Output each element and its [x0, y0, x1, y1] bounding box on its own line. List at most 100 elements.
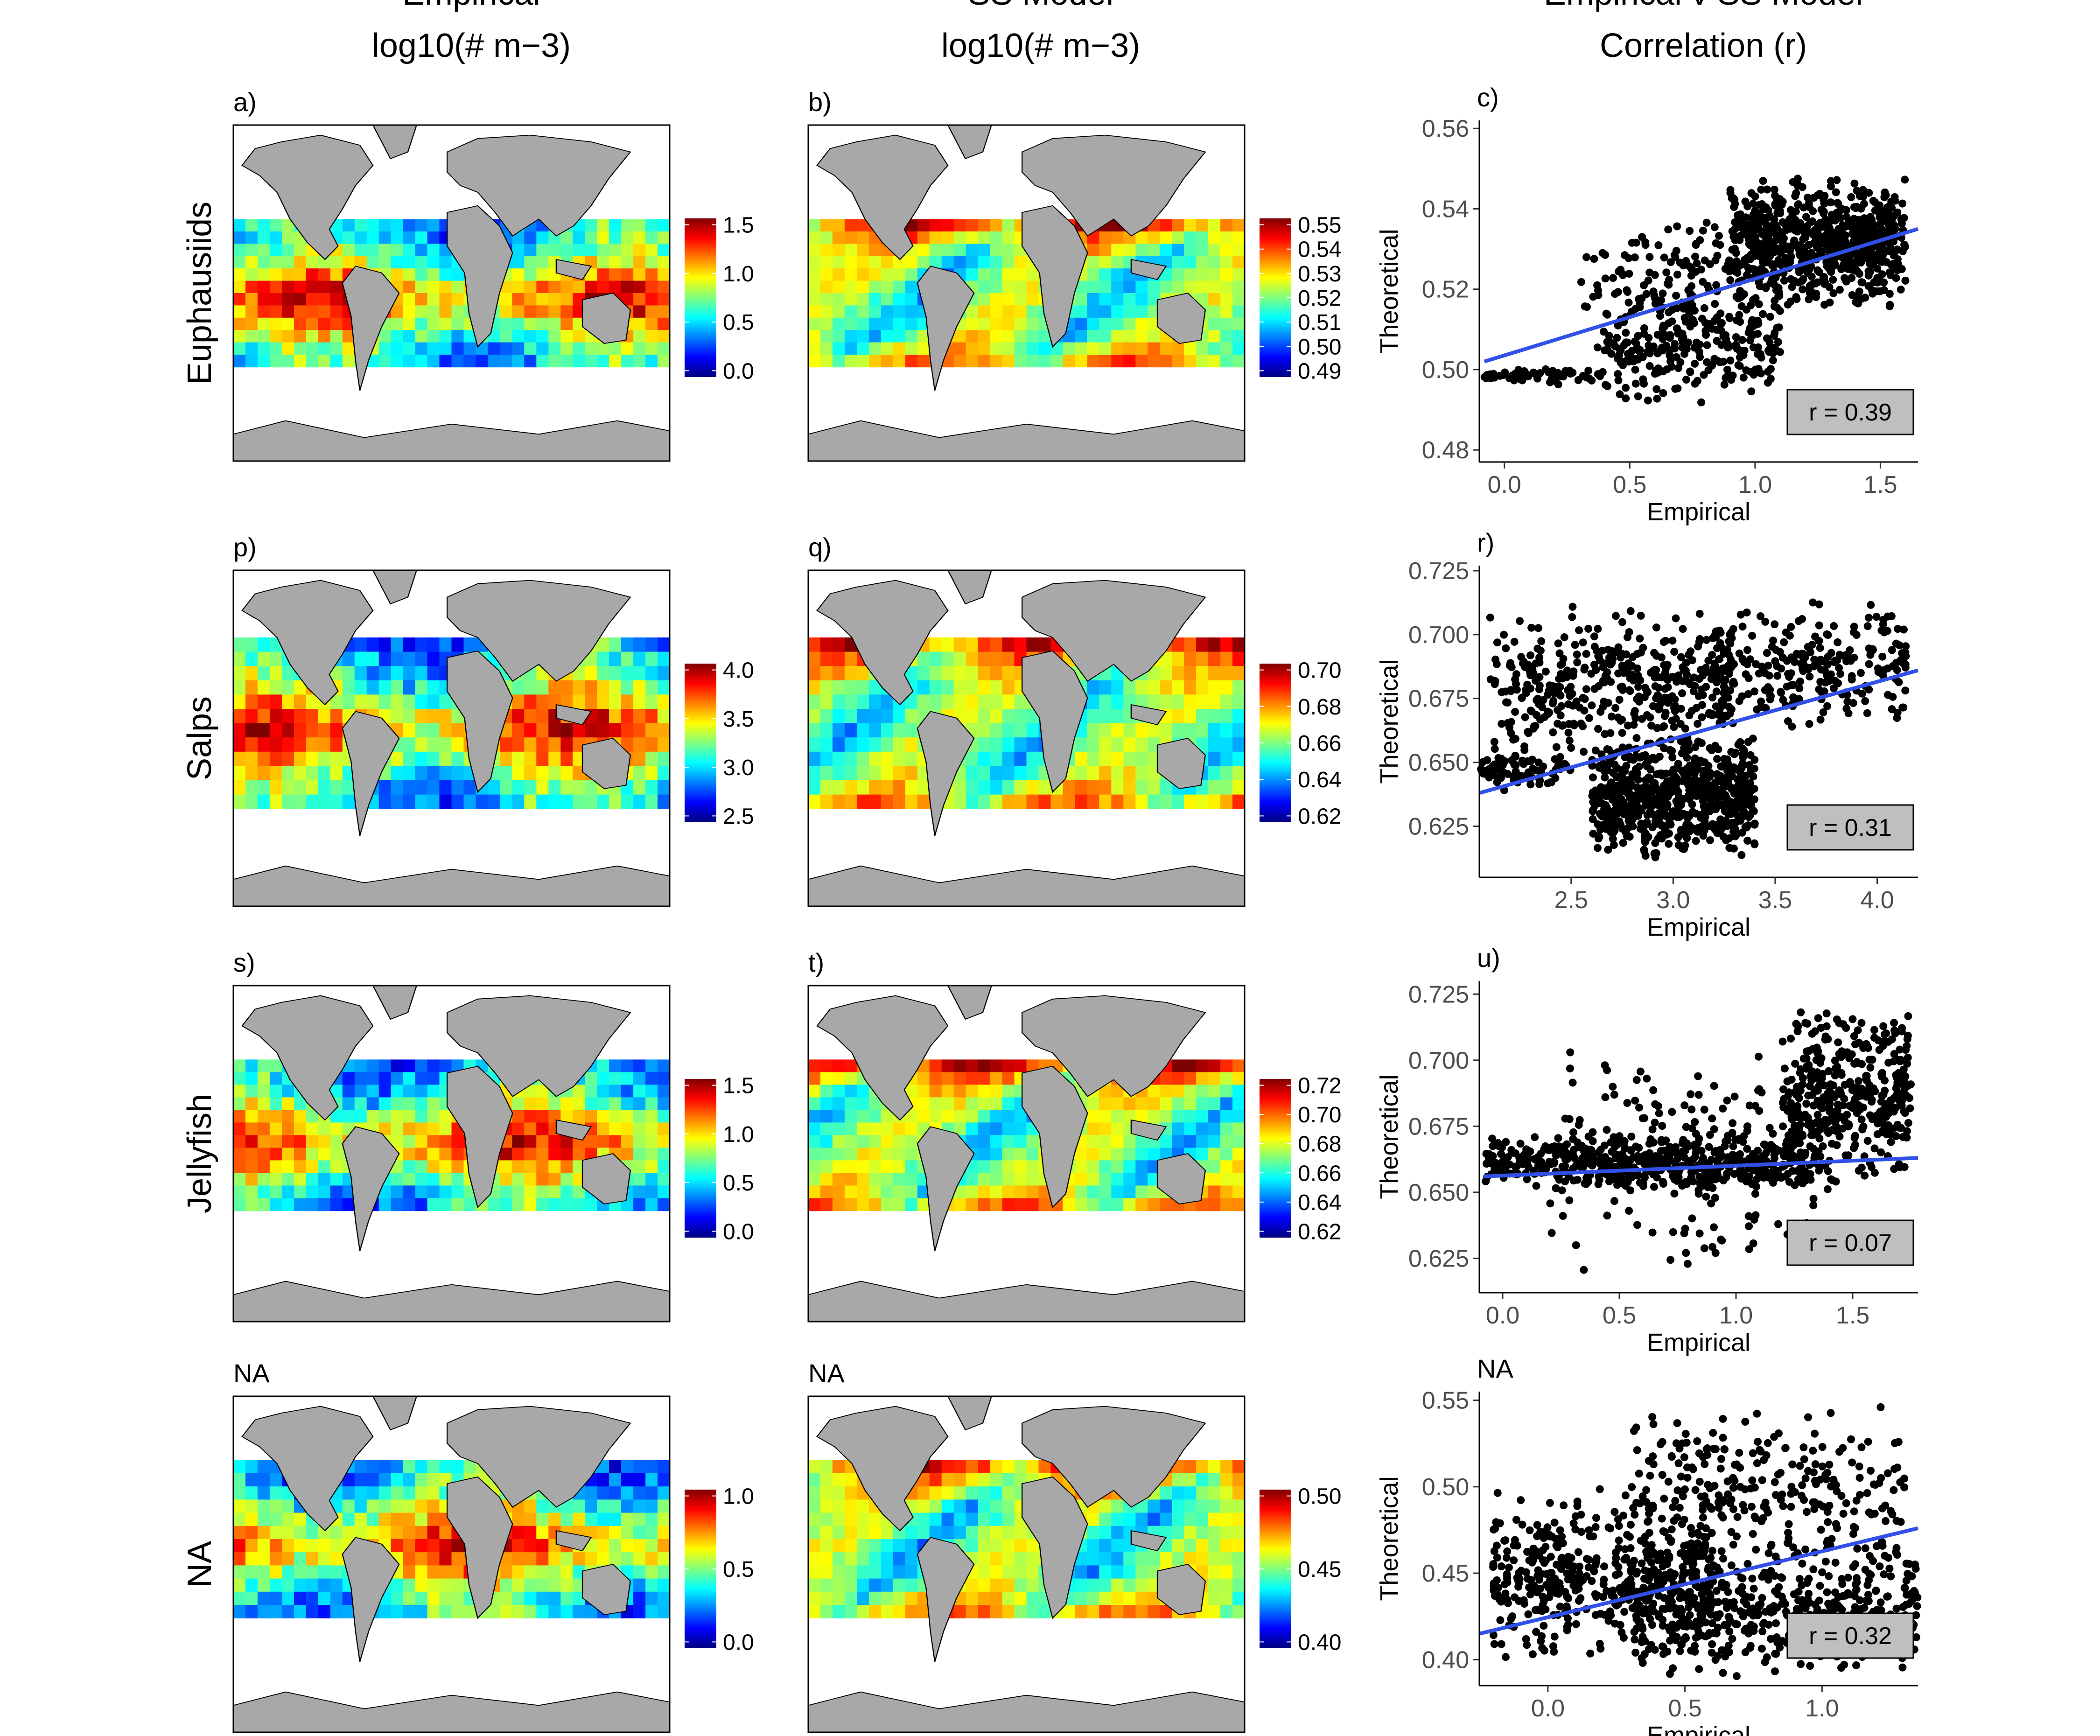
- map-cell: [294, 317, 307, 330]
- map-cell: [844, 1552, 857, 1566]
- map-cell: [257, 1486, 270, 1500]
- map-cell: [318, 1565, 331, 1579]
- map-cell: [257, 1578, 270, 1592]
- map-cell: [893, 293, 906, 306]
- map-cell: [1208, 1160, 1221, 1174]
- map-cell: [306, 1160, 319, 1174]
- map-cell: [621, 1512, 634, 1526]
- data-point: [1763, 185, 1771, 194]
- map-cell: [439, 1198, 452, 1211]
- map-cell: [427, 219, 440, 232]
- map-cell: [1184, 231, 1197, 245]
- data-point: [1631, 379, 1640, 388]
- map-cell: [832, 666, 845, 681]
- map-cell: [573, 780, 585, 795]
- map-cell: [1184, 355, 1197, 368]
- map-cell: [524, 231, 537, 245]
- map-cell: [1135, 317, 1148, 330]
- map-cell: [1002, 293, 1015, 306]
- map-cell: [844, 355, 857, 368]
- map-cell: [609, 244, 622, 257]
- map-cell: [978, 1085, 991, 1098]
- map-cell: [1160, 1072, 1172, 1085]
- map-cell: [306, 256, 319, 269]
- map-cell: [512, 709, 525, 724]
- map-cell: [856, 305, 869, 318]
- data-point: [1808, 217, 1817, 225]
- map-cell: [658, 1059, 670, 1073]
- data-point: [1778, 218, 1787, 226]
- map-cell: [893, 766, 906, 781]
- map-cell: [1087, 244, 1100, 257]
- data-point: [1885, 290, 1894, 298]
- map-cell: [1087, 1552, 1100, 1566]
- map-cell: [330, 305, 343, 318]
- map-cell: [1087, 766, 1100, 781]
- map-cell: [645, 293, 658, 306]
- map-cell: [609, 1526, 622, 1540]
- map-cell: [1220, 1085, 1233, 1098]
- map-cell: [318, 766, 331, 781]
- map-cell: [366, 219, 379, 232]
- data-point: [1511, 707, 1519, 716]
- map-cell: [451, 637, 464, 652]
- map-cell: [330, 1539, 343, 1553]
- map-cell: [354, 1512, 367, 1526]
- map-cell: [978, 305, 991, 318]
- map-cell: [1111, 256, 1124, 269]
- map-cell: [1111, 244, 1124, 257]
- map-cell: [548, 1591, 561, 1605]
- map-frame: [232, 124, 671, 462]
- map-cell: [881, 1605, 894, 1618]
- map-cell: [1135, 355, 1148, 368]
- data-point: [1788, 211, 1797, 219]
- map-cell: [306, 268, 319, 281]
- map-cell: [609, 268, 622, 281]
- map-cell: [881, 330, 894, 343]
- data-point: [1554, 380, 1562, 389]
- data-points: [1480, 175, 1910, 406]
- map-cell: [941, 256, 954, 269]
- map-cell: [978, 637, 991, 652]
- colorbar-tick-label: 0.51: [1298, 310, 1341, 335]
- empirical-map-row-2: p)4.03.53.02.5: [233, 532, 754, 906]
- empirical-map-row-3: s)1.51.00.50.0: [233, 948, 754, 1322]
- map-cell: [366, 651, 379, 666]
- colorbar-tick-label: 0.64: [1298, 1190, 1341, 1215]
- map-cell: [269, 1526, 282, 1540]
- map-cell: [832, 1173, 845, 1186]
- map-cell: [1135, 1605, 1148, 1618]
- map-cell: [820, 1135, 833, 1148]
- map-cell: [1232, 1526, 1245, 1540]
- colorbar-tick-label: 0.0: [723, 1630, 754, 1655]
- map-cell: [978, 268, 991, 281]
- map-cell: [978, 723, 991, 738]
- map-cell: [233, 1097, 246, 1111]
- map-cell: [633, 1578, 646, 1592]
- map-cell: [1063, 1198, 1076, 1211]
- map-cell: [548, 342, 561, 355]
- map-cell: [1184, 723, 1197, 738]
- map-cell: [281, 751, 294, 767]
- map-cell: [427, 1486, 440, 1500]
- map-cell: [245, 1072, 258, 1085]
- map-cell: [548, 1185, 561, 1199]
- empirical-map-row-4: NA1.00.50.0: [233, 1358, 754, 1732]
- map-cell: [1014, 1160, 1027, 1174]
- map-cell: [1099, 794, 1112, 809]
- map-cell: [633, 1512, 646, 1526]
- map-cell: [1172, 1122, 1184, 1136]
- map-cell: [820, 244, 833, 257]
- map-cell: [990, 780, 1003, 795]
- map-cell: [294, 330, 307, 343]
- map-cell: [658, 1198, 670, 1211]
- map-cell: [633, 231, 646, 245]
- data-point: [1582, 685, 1590, 693]
- map-cell: [451, 1198, 464, 1211]
- map-cell: [832, 1198, 845, 1211]
- map-cell: [294, 305, 307, 318]
- map-cell: [1232, 694, 1245, 709]
- data-point: [1679, 625, 1687, 633]
- data-point: [1560, 633, 1568, 641]
- map-cell: [536, 1591, 549, 1605]
